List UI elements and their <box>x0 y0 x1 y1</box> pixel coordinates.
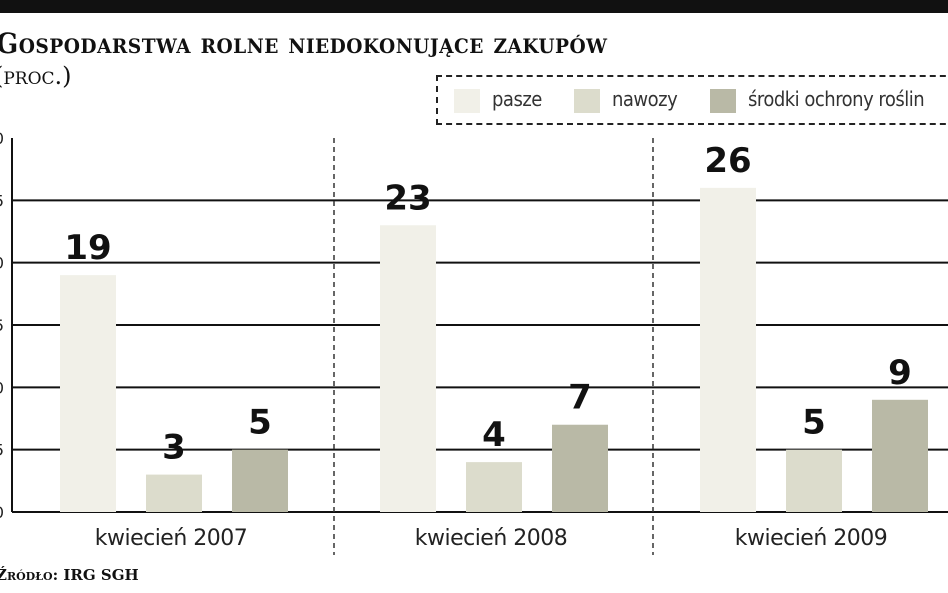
chart-subtitle: (proc.) <box>0 62 72 90</box>
bar-pasze-2 <box>380 225 436 512</box>
bar-srodki-1 <box>232 449 288 512</box>
legend-label-nawozy: nawozy <box>612 87 678 111</box>
bar-srodki-2 <box>552 424 608 512</box>
bar-pasze-3 <box>700 187 756 512</box>
chart-title: Gospodarstwa rolne niedokonujące zakupów <box>0 27 608 60</box>
bar-value-label: 5 <box>248 403 272 443</box>
bar-value-label: 3 <box>162 428 186 468</box>
top-rule <box>0 0 948 13</box>
x-category-label: kwiecień 2009 <box>735 526 888 551</box>
bar-nawozy-3 <box>786 449 842 512</box>
bar-value-label: 5 <box>802 403 826 443</box>
chart-legend: pasze nawozy środki ochrony roślin <box>436 75 948 125</box>
bar-value-label: 9 <box>888 353 912 393</box>
bar-srodki-3 <box>872 399 928 512</box>
y-tick-label: 15 <box>0 316 4 335</box>
x-category-label: kwiecień 2007 <box>95 526 248 551</box>
y-tick-label: 30 <box>0 129 4 148</box>
bar-value-label: 7 <box>568 378 592 418</box>
legend-swatch-nawozy <box>574 89 600 113</box>
source-note: Źródło: IRG SGH <box>0 566 139 584</box>
y-tick-label: 25 <box>0 191 4 210</box>
bar-value-label: 23 <box>384 178 431 218</box>
bar-value-label: 4 <box>482 415 506 455</box>
y-tick-label: 20 <box>0 254 4 273</box>
bar-value-label: 26 <box>704 141 751 181</box>
y-tick-label: 5 <box>0 441 4 460</box>
bar-value-label: 19 <box>64 228 111 268</box>
x-category-label: kwiecień 2008 <box>415 526 568 551</box>
bar-nawozy-2 <box>466 462 522 512</box>
bar-nawozy-1 <box>146 474 202 512</box>
bar-pasze-1 <box>60 275 116 512</box>
y-tick-label: 10 <box>0 378 4 397</box>
legend-label-pasze: pasze <box>492 87 542 111</box>
legend-swatch-pasze <box>454 89 480 113</box>
y-tick-label: 0 <box>0 503 4 522</box>
legend-swatch-srodki <box>710 89 736 113</box>
legend-label-srodki: środki ochrony roślin <box>748 87 925 111</box>
